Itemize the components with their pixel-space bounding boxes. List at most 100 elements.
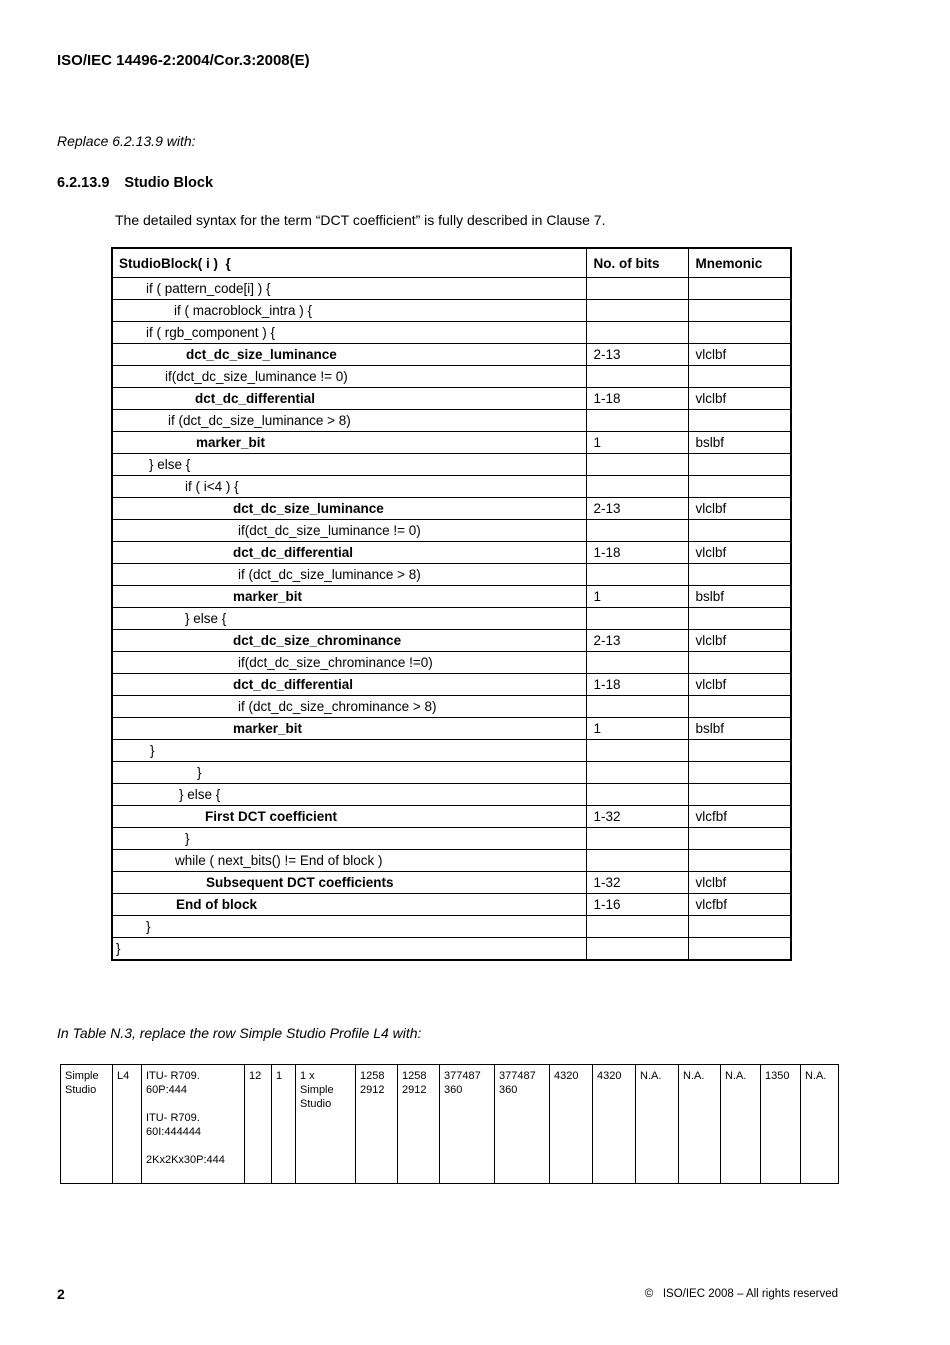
table-row: dct_dc_size_chrominance 2-13 vlclbf — [111, 629, 792, 652]
table-row: if (dct_dc_size_luminance > 8) — [111, 563, 792, 586]
profile-cell: 1258 2912 — [355, 1064, 398, 1184]
syntax-header-code: StudioBlock( i ) { — [111, 247, 587, 278]
syntax-code-cell: Subsequent DCT coefficients — [111, 871, 587, 894]
profile-cell: N.A. — [678, 1064, 721, 1184]
syntax-code-cell: First DCT coefficient — [111, 805, 587, 828]
mnemonic-cell — [687, 365, 792, 388]
profile-table: Simple Studio L4 ITU- R709. 60P:444 ITU- R… — [60, 1064, 839, 1184]
profile-table-body: Simple Studio L4 ITU- R709. 60P:444 ITU- R… — [60, 1064, 839, 1184]
table-row: if ( i<4 ) { — [111, 475, 792, 498]
mnemonic-cell: vlclbf — [687, 629, 792, 652]
bits-cell: 1-16 — [585, 893, 689, 916]
table-row: if (dct_dc_size_chrominance > 8) — [111, 695, 792, 718]
syntax-code-cell: dct_dc_size_chrominance — [111, 629, 587, 652]
mnemonic-cell: vlclbf — [687, 387, 792, 410]
bits-cell — [585, 299, 689, 322]
syntax-code-cell: } — [111, 739, 587, 762]
bits-cell — [585, 409, 689, 432]
syntax-code-cell: End of block — [111, 893, 587, 916]
profile-cell: N.A. — [720, 1064, 761, 1184]
table-row: dct_dc_differential 1-18 vlclbf — [111, 541, 792, 564]
syntax-code-cell: if ( macroblock_intra ) { — [111, 299, 587, 322]
mnemonic-cell: bslbf — [687, 585, 792, 608]
profile-cell: 1 x Simple Studio — [295, 1064, 356, 1184]
syntax-header-mnemonic: Mnemonic — [687, 247, 792, 278]
syntax-table-body: if ( pattern_code[i] ) {if ( macroblock_… — [111, 277, 792, 961]
bits-cell: 1-32 — [585, 805, 689, 828]
body-paragraph: The detailed syntax for the term “DCT co… — [115, 212, 606, 228]
profile-cell: 377487 360 — [494, 1064, 550, 1184]
bits-cell — [585, 827, 689, 850]
mnemonic-cell — [687, 519, 792, 542]
bits-cell: 1-18 — [585, 673, 689, 696]
mnemonic-cell — [687, 827, 792, 850]
profile-cell: 12 — [244, 1064, 272, 1184]
table-row: } — [111, 761, 792, 784]
table-row: marker_bit 1 bslbf — [111, 431, 792, 454]
mnemonic-cell — [687, 915, 792, 938]
table-row: if ( pattern_code[i] ) { — [111, 277, 792, 300]
table-row: } — [111, 827, 792, 850]
bits-cell — [585, 607, 689, 630]
mnemonic-cell — [687, 607, 792, 630]
bits-cell — [585, 475, 689, 498]
table-row: marker_bit 1 bslbf — [111, 585, 792, 608]
profile-cell: 1258 2912 — [397, 1064, 440, 1184]
table-row: End of block 1-16 vlcfbf — [111, 893, 792, 916]
mnemonic-cell — [687, 783, 792, 806]
section-number: 6.2.13.9 — [57, 175, 110, 191]
table-row: marker_bit 1 bslbf — [111, 717, 792, 740]
bits-cell — [585, 453, 689, 476]
bits-cell — [585, 321, 689, 344]
bits-cell — [585, 277, 689, 300]
bits-cell: 2-13 — [585, 343, 689, 366]
profile-cell: 4320 — [592, 1064, 636, 1184]
mnemonic-cell — [687, 937, 792, 961]
bits-cell: 1-18 — [585, 387, 689, 410]
syntax-code-cell: while ( next_bits() != End of block ) — [111, 849, 587, 872]
bits-cell: 1 — [585, 585, 689, 608]
profile-cell: 1 — [271, 1064, 296, 1184]
mnemonic-cell — [687, 651, 792, 674]
mnemonic-cell — [687, 321, 792, 344]
mnemonic-cell — [687, 739, 792, 762]
mnemonic-cell — [687, 277, 792, 300]
table-row: Subsequent DCT coefficients 1-32 vlclbf — [111, 871, 792, 894]
profile-cell: N.A. — [635, 1064, 679, 1184]
bits-cell — [585, 651, 689, 674]
table-row: while ( next_bits() != End of block ) — [111, 849, 792, 872]
profile-cell: Simple Studio — [60, 1064, 113, 1184]
table-row: } — [111, 739, 792, 762]
mnemonic-cell: vlcfbf — [687, 805, 792, 828]
bits-cell — [585, 761, 689, 784]
syntax-code-cell: dct_dc_differential — [111, 541, 587, 564]
bits-cell — [585, 365, 689, 388]
section-heading: 6.2.13.9 Studio Block — [57, 175, 213, 191]
bits-cell — [585, 519, 689, 542]
profile-cell: 377487 360 — [439, 1064, 495, 1184]
bits-cell — [585, 739, 689, 762]
mnemonic-cell — [687, 409, 792, 432]
mnemonic-cell — [687, 299, 792, 322]
table-row: dct_dc_size_luminance 2-13 vlclbf — [111, 343, 792, 366]
table-row: } else { — [111, 453, 792, 476]
mnemonic-cell — [687, 475, 792, 498]
table-row: if(dct_dc_size_chrominance !=0) — [111, 651, 792, 674]
table-row: dct_dc_differential 1-18 vlclbf — [111, 387, 792, 410]
mnemonic-cell: vlclbf — [687, 673, 792, 696]
table-row: } — [111, 915, 792, 938]
mnemonic-cell — [687, 761, 792, 784]
profile-cell: 1350 — [760, 1064, 801, 1184]
bits-cell: 2-13 — [585, 629, 689, 652]
bits-cell — [585, 849, 689, 872]
table-row: if(dct_dc_size_luminance != 0) — [111, 365, 792, 388]
table-row: dct_dc_differential 1-18 vlclbf — [111, 673, 792, 696]
table-row: if(dct_dc_size_luminance != 0) — [111, 519, 792, 542]
bits-cell — [585, 915, 689, 938]
bits-cell: 2-13 — [585, 497, 689, 520]
profile-cell: ITU- R709. 60P:444 ITU- R709. 60I:444444… — [141, 1064, 245, 1184]
syntax-code-cell: dct_dc_size_luminance — [111, 497, 587, 520]
syntax-code-cell: } else { — [111, 453, 587, 476]
syntax-code-cell: marker_bit — [111, 431, 587, 454]
